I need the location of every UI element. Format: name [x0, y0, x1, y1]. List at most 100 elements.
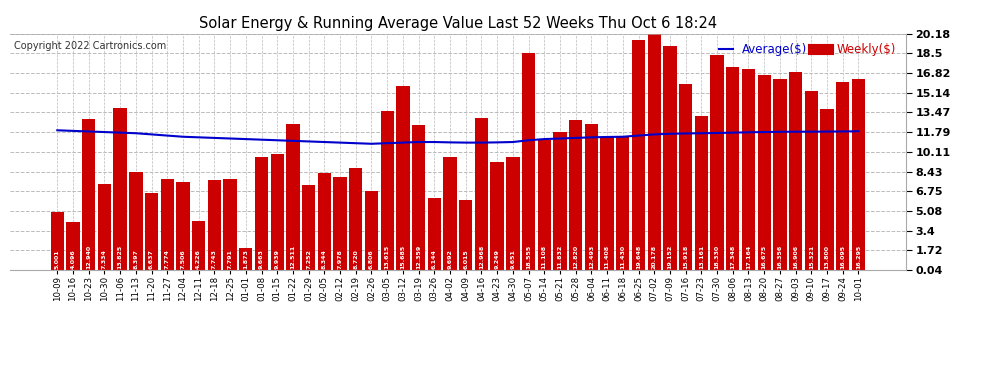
- Bar: [224, 179, 237, 270]
- Text: 16.356: 16.356: [777, 244, 782, 269]
- Bar: [318, 172, 331, 270]
- Text: 11.108: 11.108: [542, 244, 546, 269]
- Text: 6.637: 6.637: [149, 249, 154, 269]
- Text: 7.791: 7.791: [228, 249, 233, 269]
- Bar: [711, 56, 724, 270]
- Bar: [506, 157, 520, 270]
- Text: 15.321: 15.321: [809, 244, 814, 269]
- Title: Solar Energy & Running Average Value Last 52 Weeks Thu Oct 6 18:24: Solar Energy & Running Average Value Las…: [199, 16, 717, 31]
- Text: 9.939: 9.939: [274, 249, 280, 269]
- Text: 12.820: 12.820: [573, 244, 578, 269]
- Bar: [459, 200, 472, 270]
- Text: 12.493: 12.493: [589, 244, 594, 269]
- Text: 6.806: 6.806: [369, 249, 374, 269]
- Bar: [757, 75, 771, 270]
- Bar: [569, 120, 582, 270]
- Bar: [616, 136, 630, 270]
- Text: 7.252: 7.252: [306, 249, 311, 269]
- Bar: [805, 91, 818, 270]
- Text: 20.178: 20.178: [651, 244, 656, 269]
- Text: 16.295: 16.295: [856, 244, 861, 269]
- Bar: [695, 116, 708, 270]
- Text: 18.555: 18.555: [526, 244, 531, 269]
- Bar: [396, 87, 410, 270]
- Bar: [176, 182, 190, 270]
- Text: 19.152: 19.152: [667, 244, 672, 269]
- Bar: [66, 222, 79, 270]
- Text: 4.096: 4.096: [70, 249, 75, 269]
- Bar: [145, 193, 158, 270]
- Text: 6.015: 6.015: [463, 249, 468, 269]
- Bar: [742, 69, 755, 270]
- Text: 13.800: 13.800: [825, 245, 830, 269]
- Bar: [789, 72, 802, 270]
- Text: 12.968: 12.968: [479, 244, 484, 269]
- Bar: [538, 140, 551, 270]
- Bar: [240, 249, 252, 270]
- Text: 12.940: 12.940: [86, 244, 91, 269]
- Text: 16.095: 16.095: [841, 244, 845, 269]
- Bar: [286, 124, 300, 270]
- Bar: [475, 118, 488, 270]
- Text: 12.359: 12.359: [416, 244, 421, 269]
- Text: 16.675: 16.675: [761, 244, 766, 269]
- Text: 19.648: 19.648: [636, 244, 642, 269]
- Text: 15.685: 15.685: [400, 244, 405, 269]
- Text: 9.692: 9.692: [447, 249, 452, 269]
- Bar: [600, 136, 614, 270]
- Bar: [490, 162, 504, 270]
- Text: 16.906: 16.906: [793, 244, 798, 269]
- Bar: [444, 157, 456, 270]
- Text: 12.511: 12.511: [290, 244, 295, 269]
- Text: 6.144: 6.144: [432, 249, 437, 269]
- Bar: [208, 180, 221, 270]
- Bar: [585, 124, 598, 270]
- Text: 17.164: 17.164: [746, 244, 751, 269]
- Bar: [302, 185, 316, 270]
- Bar: [334, 177, 346, 270]
- Text: 8.720: 8.720: [353, 249, 358, 269]
- Bar: [837, 82, 849, 270]
- Text: 7.978: 7.978: [338, 249, 343, 269]
- Text: 13.161: 13.161: [699, 244, 704, 269]
- Text: 11.408: 11.408: [605, 244, 610, 269]
- Text: 13.615: 13.615: [385, 244, 390, 269]
- Text: 8.397: 8.397: [134, 249, 139, 269]
- Bar: [428, 198, 441, 270]
- Bar: [254, 157, 268, 270]
- Text: 9.651: 9.651: [511, 249, 516, 269]
- Text: 13.825: 13.825: [118, 244, 123, 269]
- Text: 18.330: 18.330: [715, 244, 720, 269]
- Bar: [851, 80, 865, 270]
- Bar: [349, 168, 362, 270]
- Bar: [82, 118, 95, 270]
- Bar: [632, 40, 645, 270]
- Text: 17.348: 17.348: [731, 244, 736, 269]
- Text: 8.344: 8.344: [322, 249, 327, 269]
- Bar: [773, 79, 787, 270]
- Text: 11.430: 11.430: [621, 244, 626, 269]
- Bar: [679, 84, 692, 270]
- Bar: [364, 190, 378, 270]
- Text: 9.663: 9.663: [259, 249, 264, 269]
- Bar: [160, 179, 174, 270]
- Text: 1.873: 1.873: [244, 249, 248, 269]
- Text: 5.001: 5.001: [54, 249, 59, 269]
- Text: 7.774: 7.774: [164, 249, 169, 269]
- Text: 7.743: 7.743: [212, 249, 217, 269]
- Legend: Average($), Weekly($): Average($), Weekly($): [715, 40, 900, 60]
- Bar: [522, 53, 536, 270]
- Bar: [647, 34, 661, 270]
- Bar: [98, 184, 111, 270]
- Text: 4.226: 4.226: [196, 249, 201, 269]
- Bar: [726, 67, 740, 270]
- Text: 7.334: 7.334: [102, 249, 107, 269]
- Text: Copyright 2022 Cartronics.com: Copyright 2022 Cartronics.com: [15, 41, 166, 51]
- Bar: [192, 221, 205, 270]
- Bar: [114, 108, 127, 270]
- Text: 7.506: 7.506: [180, 249, 185, 269]
- Bar: [553, 132, 566, 270]
- Text: 11.832: 11.832: [557, 244, 562, 269]
- Text: 15.918: 15.918: [683, 244, 688, 269]
- Bar: [380, 111, 394, 270]
